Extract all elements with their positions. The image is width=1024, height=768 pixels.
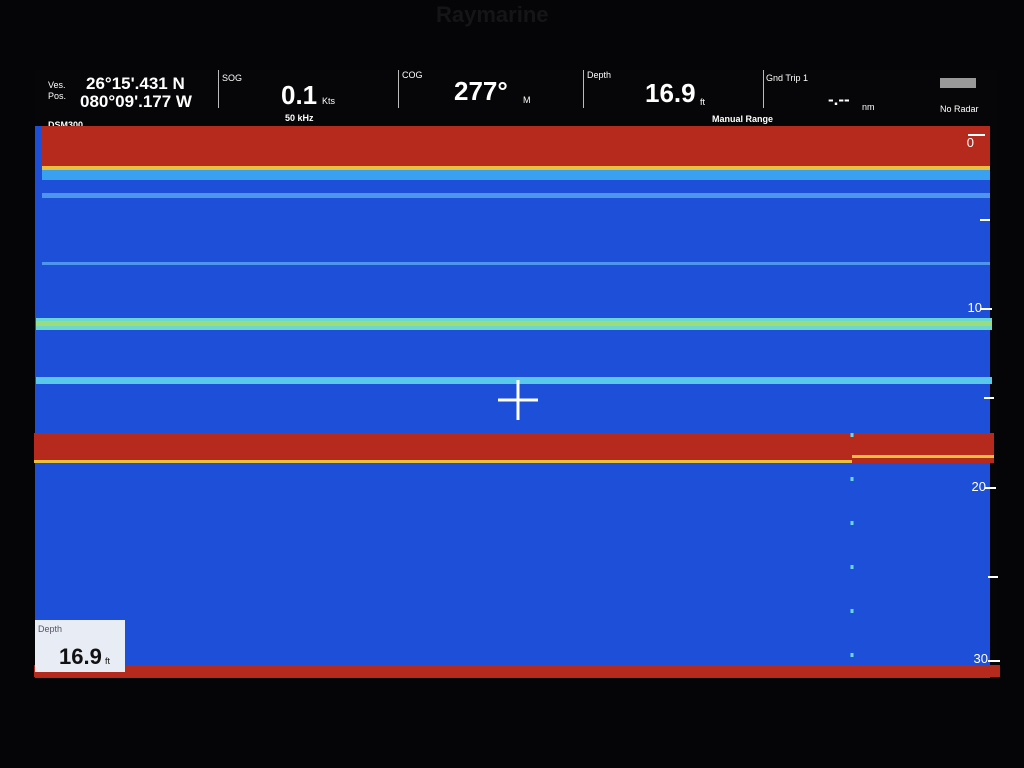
range-mode: Manual Range bbox=[712, 114, 774, 124]
sog-unit: Kts bbox=[322, 96, 336, 106]
trip-value: -.-- bbox=[828, 90, 850, 109]
depth-box-value: 16.9 bbox=[59, 644, 102, 669]
trip-unit: nm bbox=[862, 102, 875, 112]
pos-label: Ves. Pos. bbox=[48, 80, 67, 101]
cog-label: COG bbox=[402, 70, 423, 80]
depth-box-label: Depth bbox=[38, 624, 63, 634]
latitude: 26°15'.431 N bbox=[86, 74, 185, 93]
cog-unit: M bbox=[523, 95, 531, 105]
sog-value: 0.1 bbox=[281, 80, 318, 110]
sog-label: SOG bbox=[222, 73, 243, 83]
brand: Raymarine bbox=[436, 2, 549, 27]
sounder-label: DSM300 bbox=[48, 120, 84, 130]
depth-value: 16.9 bbox=[645, 78, 696, 108]
trip-label: Gnd Trip 1 bbox=[766, 73, 809, 83]
depth-box-unit: ft bbox=[105, 656, 111, 666]
scale-label: 10 bbox=[967, 300, 982, 315]
scale-label: 20 bbox=[971, 479, 986, 494]
radar-status: No Radar bbox=[940, 104, 979, 114]
depth-unit: ft bbox=[700, 97, 706, 107]
depth-label: Depth bbox=[587, 70, 612, 80]
depth-box: Depth 16.9 ft bbox=[35, 620, 125, 672]
radar-icon bbox=[940, 78, 976, 88]
scale-label: 0 bbox=[966, 135, 974, 150]
frequency: 50 kHz bbox=[285, 113, 314, 123]
longitude: 080°09'.177 W bbox=[80, 92, 192, 111]
scale-label: 30 bbox=[973, 651, 988, 666]
cog-value: 277° bbox=[454, 76, 508, 106]
